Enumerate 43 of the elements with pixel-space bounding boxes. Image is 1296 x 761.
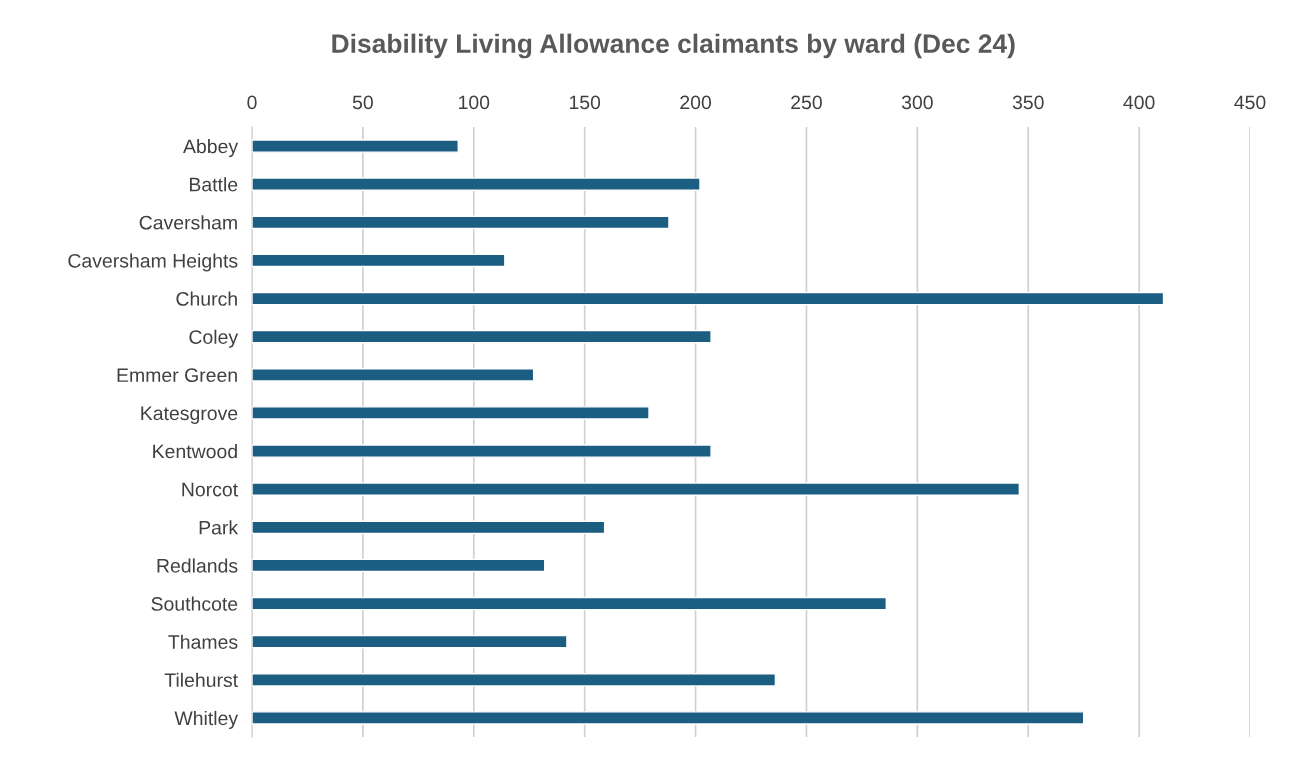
y-tick-label: Battle xyxy=(189,177,238,192)
bar xyxy=(252,177,701,191)
y-tick-label: Emmer Green xyxy=(117,368,237,383)
bar xyxy=(252,558,546,573)
bar xyxy=(252,482,1021,496)
x-tick-label: 200 xyxy=(680,95,712,110)
x-tick-label: 0 xyxy=(247,95,257,110)
x-tick-label: 350 xyxy=(1012,95,1044,110)
bar xyxy=(252,406,650,420)
x-tick-label: 100 xyxy=(459,95,490,110)
y-tick-label: Coley xyxy=(189,329,239,348)
bar xyxy=(252,634,568,649)
y-tick-label: Caversham xyxy=(139,215,237,230)
x-tick-label: 150 xyxy=(569,95,601,110)
bar xyxy=(252,711,1085,725)
bar xyxy=(252,139,459,153)
bar xyxy=(252,596,887,611)
bar xyxy=(252,291,1165,306)
y-tick-label: Kentwood xyxy=(153,444,237,459)
bar xyxy=(252,329,712,344)
bar xyxy=(252,253,506,268)
bar xyxy=(252,368,535,382)
y-tick-label: Abbey xyxy=(183,139,239,158)
bar xyxy=(252,444,712,458)
y-tick-label: Southcote xyxy=(151,596,238,611)
chart-title: Disability Living Allowance claimants by ward (Dec 24) xyxy=(332,33,1015,59)
x-tick-label: 300 xyxy=(901,95,933,110)
y-tick-label: Tilehurst xyxy=(164,672,238,688)
y-tick-label: Redlands xyxy=(157,558,238,573)
y-tick-label: Norcot xyxy=(182,482,238,497)
bar xyxy=(252,215,670,230)
y-tick-label: Katesgrove xyxy=(141,406,238,425)
x-tick-label: 400 xyxy=(1123,95,1155,110)
x-tick-label: 250 xyxy=(791,95,822,110)
y-tick-label: Thames xyxy=(168,634,238,649)
x-tick-label: 450 xyxy=(1234,95,1266,110)
y-tick-label: Park xyxy=(199,520,239,535)
y-tick-label: Caversham Heights xyxy=(68,253,238,272)
y-tick-label: Whitley xyxy=(174,710,239,730)
x-tick-label: 50 xyxy=(352,95,373,110)
bar xyxy=(252,673,777,687)
y-tick-label: Church xyxy=(176,291,237,306)
bar xyxy=(252,520,606,535)
